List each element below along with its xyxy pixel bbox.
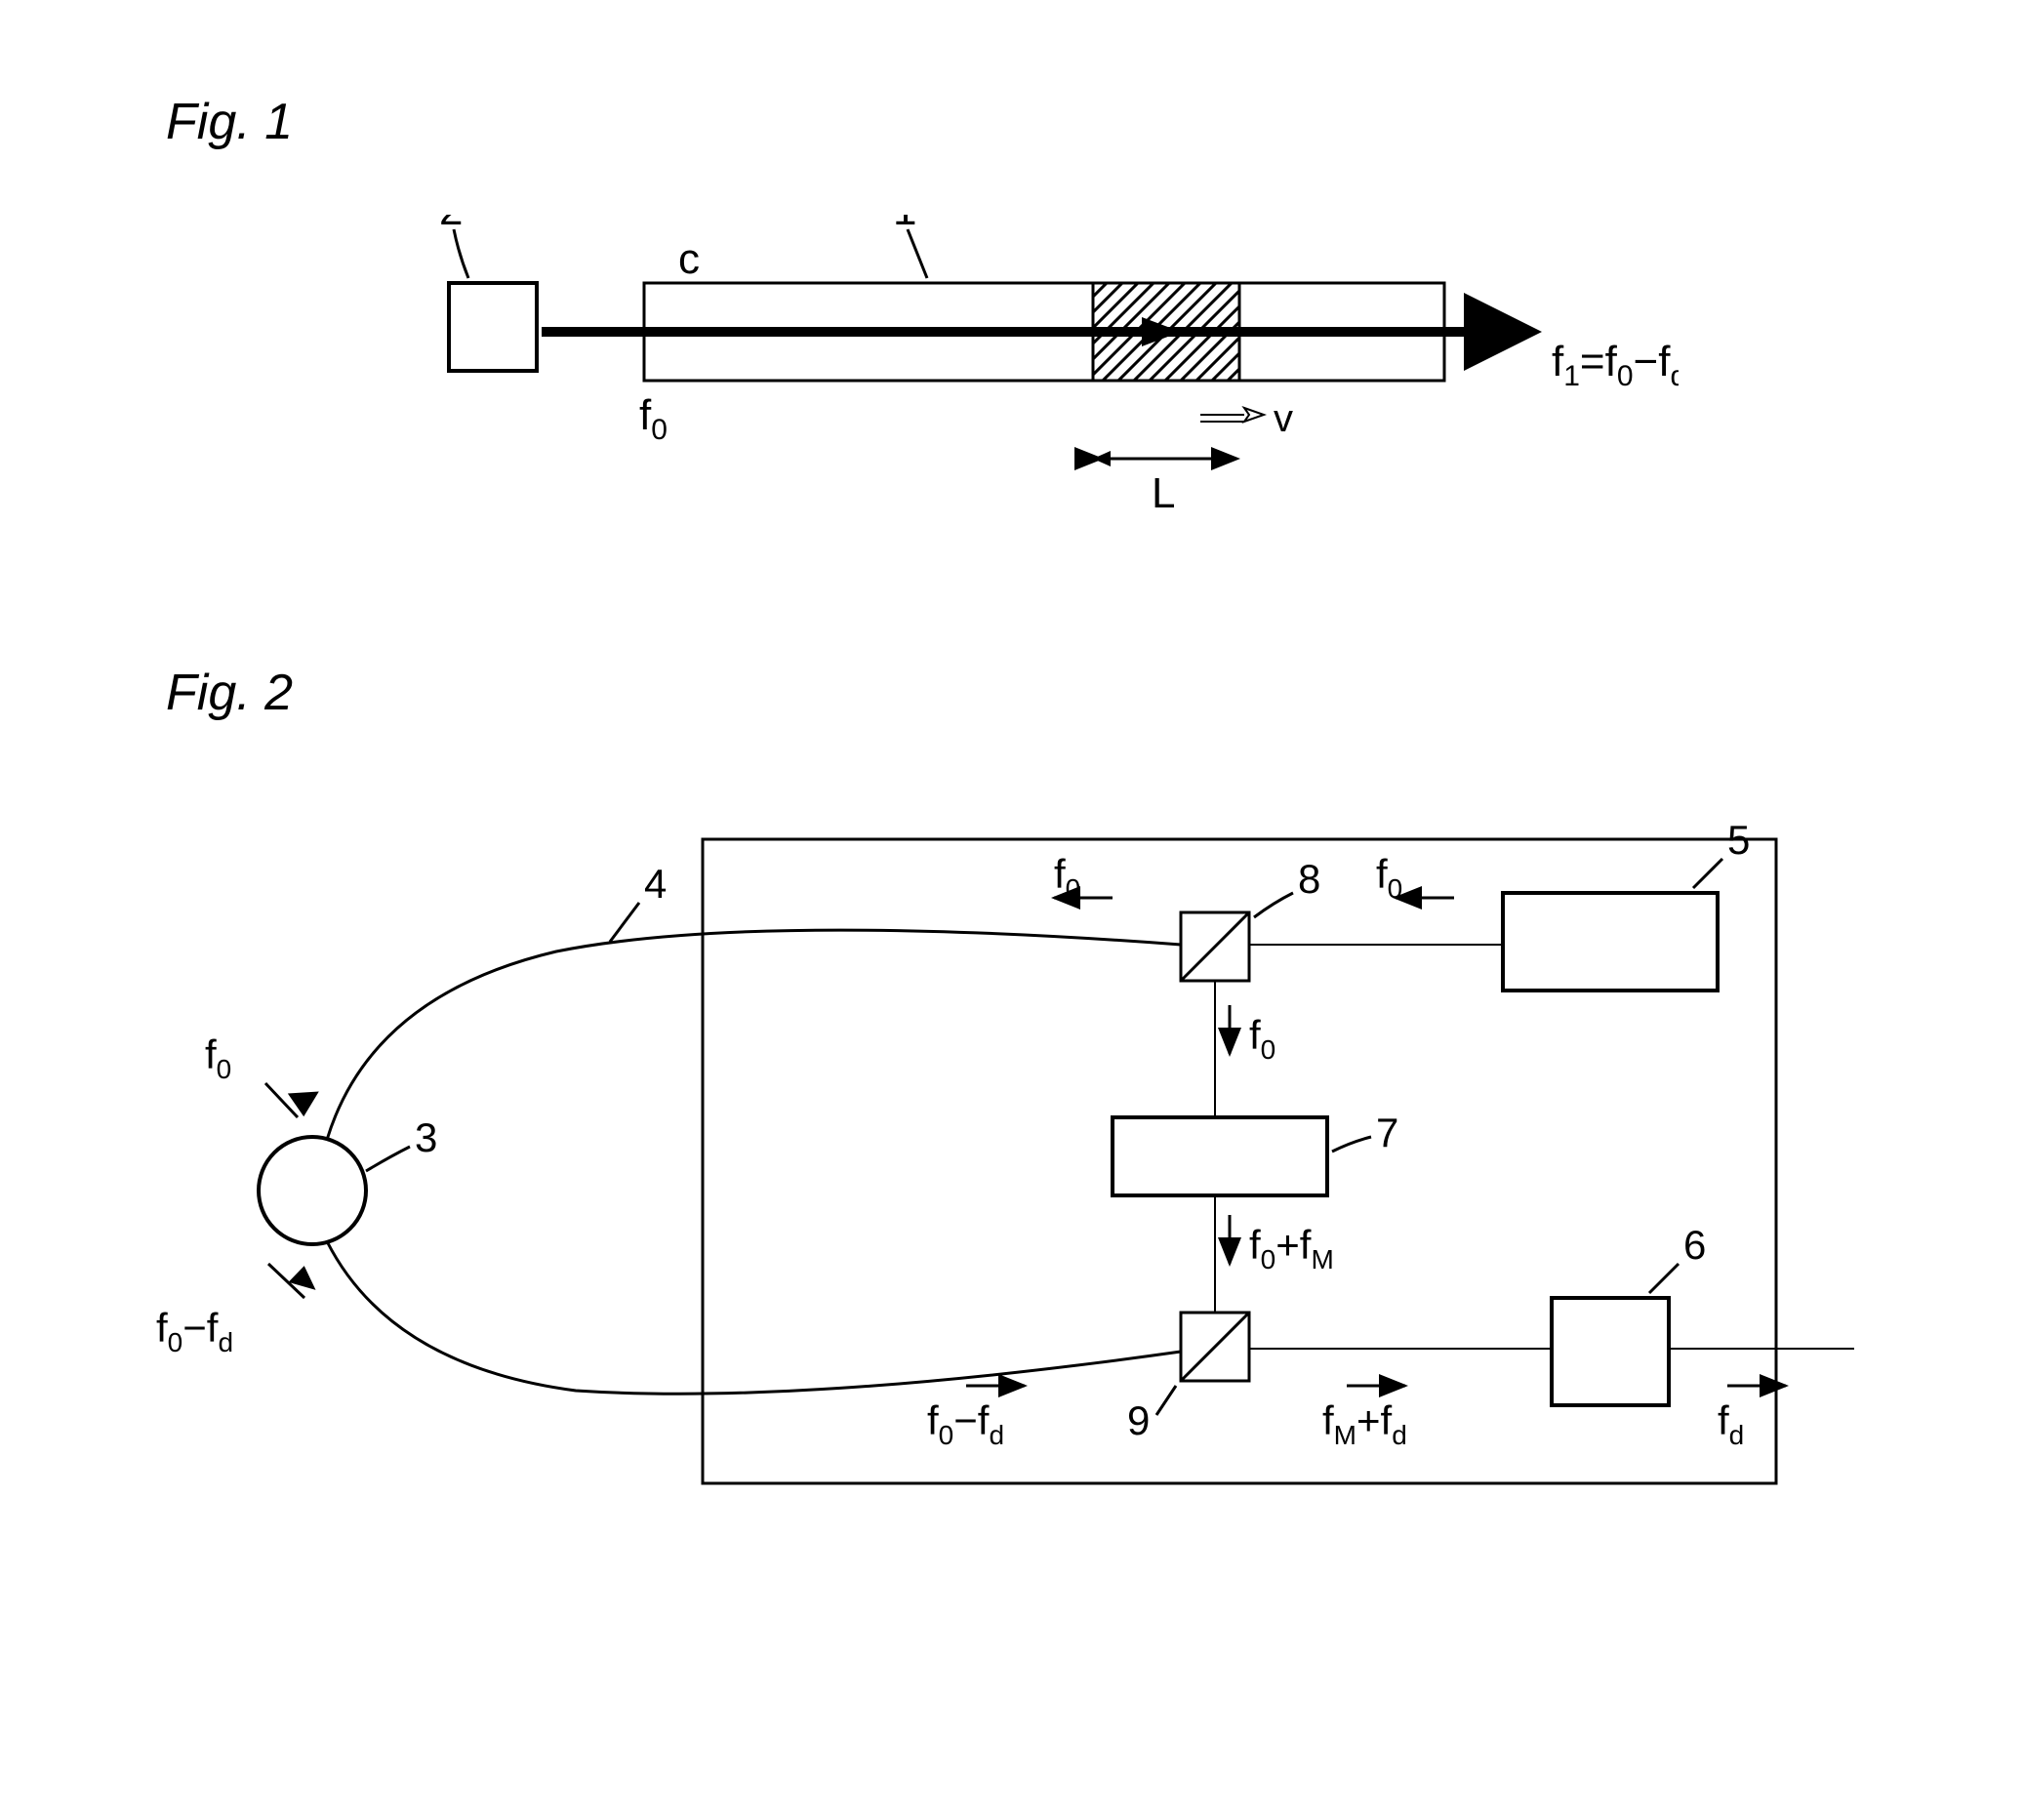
splitter-9-diag bbox=[1181, 1313, 1249, 1381]
fig1-label-text: Fig. 1 bbox=[166, 94, 293, 150]
f0-right8: f0 bbox=[1376, 851, 1402, 904]
fig1-diagram: 2 1 c f0 f1=f0−fd v L bbox=[410, 215, 1679, 556]
label-2: 2 bbox=[439, 215, 463, 234]
label-6: 6 bbox=[1683, 1222, 1706, 1268]
leader-7 bbox=[1332, 1137, 1371, 1152]
f0fd-fiber: f0−fd bbox=[156, 1305, 233, 1357]
leader-8 bbox=[1254, 893, 1293, 917]
f0-label: f0 bbox=[639, 391, 668, 446]
fd-out: fd bbox=[1718, 1397, 1744, 1450]
fig2-svg: 3 4 f0 f0−fd 5 6 7 8 bbox=[117, 781, 1874, 1561]
fiber-top bbox=[327, 930, 1181, 1140]
f0-mid: f0 bbox=[1249, 1012, 1275, 1065]
fig2-diagram: 3 4 f0 f0−fd 5 6 7 8 bbox=[117, 781, 1874, 1561]
f0fM: f0+fM bbox=[1249, 1222, 1334, 1274]
label-9: 9 bbox=[1127, 1397, 1150, 1443]
label-1: 1 bbox=[893, 215, 916, 234]
f0fd-bottom: f0−fd bbox=[927, 1397, 1004, 1450]
label-3: 3 bbox=[415, 1114, 437, 1160]
leader-4 bbox=[610, 903, 639, 942]
leader-6 bbox=[1649, 1264, 1679, 1293]
leader-1 bbox=[908, 229, 927, 278]
fig2-label: Fig. 2 bbox=[166, 664, 293, 722]
f0-fiber-top: f0 bbox=[205, 1031, 231, 1084]
L-label: L bbox=[1152, 469, 1175, 517]
box-5 bbox=[1503, 893, 1718, 991]
fiber-top-arrow bbox=[282, 1077, 320, 1116]
fiber-bottom-arrow bbox=[285, 1265, 315, 1297]
label-4: 4 bbox=[644, 861, 667, 907]
source-box bbox=[449, 283, 537, 371]
fig1-label: Fig. 1 bbox=[166, 93, 293, 151]
v-arrow-head bbox=[1244, 408, 1264, 422]
fig2-label-text: Fig. 2 bbox=[166, 665, 293, 721]
box-6 bbox=[1552, 1298, 1669, 1405]
v-label: v bbox=[1274, 397, 1293, 440]
L-arrow-left bbox=[1093, 451, 1111, 466]
fiber-bottom bbox=[327, 1241, 1181, 1394]
splitter-8-diag bbox=[1181, 912, 1249, 981]
f1-equation: f1=f0−fd bbox=[1552, 338, 1679, 392]
leader-9 bbox=[1156, 1386, 1176, 1415]
label-5: 5 bbox=[1727, 817, 1750, 863]
fMfd: fM+fd bbox=[1322, 1397, 1407, 1450]
leader-3 bbox=[366, 1147, 410, 1171]
leader-5 bbox=[1693, 859, 1722, 888]
f0-left8: f0 bbox=[1054, 851, 1080, 904]
c-label: c bbox=[678, 235, 700, 283]
label-8: 8 bbox=[1298, 856, 1320, 902]
circle-node bbox=[259, 1137, 366, 1244]
label-7: 7 bbox=[1376, 1110, 1398, 1155]
fig1-svg: 2 1 c f0 f1=f0−fd v L bbox=[410, 215, 1679, 556]
box-7 bbox=[1113, 1117, 1327, 1195]
leader-2 bbox=[454, 229, 468, 278]
